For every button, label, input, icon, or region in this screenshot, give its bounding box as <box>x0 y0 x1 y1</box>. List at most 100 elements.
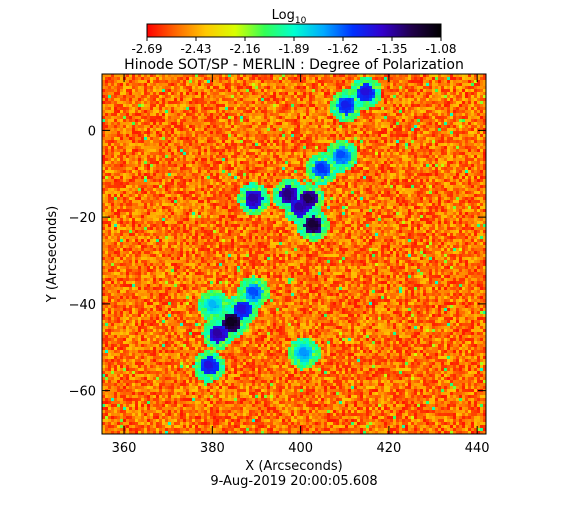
heat-cell <box>117 89 120 92</box>
heat-cell <box>360 107 363 110</box>
heat-cell <box>285 161 288 164</box>
heat-cell <box>363 101 366 104</box>
heat-cell <box>342 179 345 182</box>
heat-cell <box>480 137 483 140</box>
heat-cell <box>405 161 408 164</box>
heat-cell <box>123 167 126 170</box>
heat-cell <box>207 170 210 173</box>
heat-cell <box>474 101 477 104</box>
heat-cell <box>453 74 456 77</box>
heat-cell <box>213 125 216 128</box>
heat-cell <box>105 152 108 155</box>
heat-cell <box>399 98 402 101</box>
heat-cell <box>102 131 105 134</box>
heat-cell <box>396 77 399 80</box>
heat-cell <box>123 128 126 131</box>
heat-cell <box>261 104 264 107</box>
heat-cell <box>417 131 420 134</box>
heat-cell <box>483 167 486 170</box>
heat-cell <box>258 170 261 173</box>
heat-cell <box>453 86 456 89</box>
heat-cell <box>369 152 372 155</box>
heat-cell <box>201 152 204 155</box>
heat-cell <box>384 128 387 131</box>
heat-cell <box>267 74 270 77</box>
heat-cell <box>132 158 135 161</box>
heat-cell <box>399 107 402 110</box>
heat-cell <box>192 167 195 170</box>
heat-cell <box>288 125 291 128</box>
heat-cell <box>399 173 402 176</box>
heat-cell <box>318 77 321 80</box>
heat-cell <box>225 92 228 95</box>
heat-cell <box>438 92 441 95</box>
heat-cell <box>399 86 402 89</box>
heat-cell <box>201 77 204 80</box>
heat-cell <box>123 146 126 149</box>
heat-cell <box>441 179 444 182</box>
heat-cell <box>447 80 450 83</box>
heat-cell <box>426 161 429 164</box>
heat-cell <box>354 170 357 173</box>
heat-cell <box>432 89 435 92</box>
heat-cell <box>450 173 453 176</box>
heat-cell <box>483 149 486 152</box>
heat-cell <box>390 98 393 101</box>
heat-cell <box>237 104 240 107</box>
heat-cell <box>183 80 186 83</box>
heat-cell <box>477 179 480 182</box>
heat-cell <box>243 155 246 158</box>
heat-cell <box>210 161 213 164</box>
heat-cell <box>246 161 249 164</box>
heat-cell <box>237 116 240 119</box>
heat-cell <box>312 137 315 140</box>
heat-cell <box>165 125 168 128</box>
heat-cell <box>255 128 258 131</box>
heat-cell <box>279 116 282 119</box>
heat-cell <box>408 143 411 146</box>
heat-cell <box>120 170 123 173</box>
heat-cell <box>114 86 117 89</box>
heat-cell <box>318 158 321 161</box>
heat-cell <box>336 185 339 188</box>
heat-cell <box>363 155 366 158</box>
heat-cell <box>429 155 432 158</box>
heat-cell <box>210 122 213 125</box>
heat-cell <box>129 161 132 164</box>
heat-cell <box>333 113 336 116</box>
heat-cell <box>300 140 303 143</box>
heat-cell <box>336 188 339 191</box>
heat-cell <box>363 116 366 119</box>
heat-cell <box>351 80 354 83</box>
heat-cell <box>429 140 432 143</box>
heat-cell <box>417 140 420 143</box>
heat-cell <box>243 107 246 110</box>
heat-cell <box>267 131 270 134</box>
heat-cell <box>114 125 117 128</box>
heat-cell <box>420 107 423 110</box>
heat-cell <box>249 74 252 77</box>
heat-cell <box>147 176 150 179</box>
heat-cell <box>174 113 177 116</box>
heat-cell <box>165 182 168 185</box>
heat-cell <box>447 131 450 134</box>
heat-cell <box>351 107 354 110</box>
heat-cell <box>246 104 249 107</box>
heat-cell <box>402 140 405 143</box>
heat-cell <box>438 179 441 182</box>
heat-cell <box>426 152 429 155</box>
heat-cell <box>264 152 267 155</box>
heat-cell <box>279 164 282 167</box>
heat-cell <box>165 179 168 182</box>
heat-cell <box>357 167 360 170</box>
heat-cell <box>174 98 177 101</box>
heat-cell <box>252 131 255 134</box>
heat-cell <box>174 116 177 119</box>
heat-cell <box>240 155 243 158</box>
heat-cell <box>204 155 207 158</box>
heat-cell <box>126 155 129 158</box>
heat-cell <box>153 170 156 173</box>
heat-cell <box>231 98 234 101</box>
heat-cell <box>117 80 120 83</box>
heat-cell <box>225 98 228 101</box>
